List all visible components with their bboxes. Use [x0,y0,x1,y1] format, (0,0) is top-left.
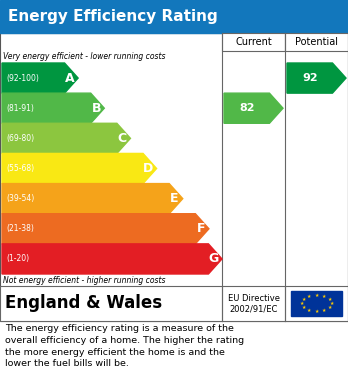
Bar [0,0,348,33]
Text: Current: Current [235,37,272,47]
Text: G: G [209,253,219,265]
Polygon shape [287,63,346,93]
Polygon shape [2,214,209,244]
Polygon shape [2,93,104,123]
Text: Very energy efficient - lower running costs: Very energy efficient - lower running co… [3,52,166,61]
Text: The energy efficiency rating is a measure of the
overall efficiency of a home. T: The energy efficiency rating is a measur… [5,324,244,368]
Text: ★: ★ [327,305,332,310]
Polygon shape [2,183,183,214]
Polygon shape [224,93,283,123]
Polygon shape [2,123,130,153]
Text: ★: ★ [314,293,319,298]
Text: Not energy efficient - higher running costs: Not energy efficient - higher running co… [3,276,166,285]
Text: D: D [143,162,153,175]
Text: B: B [92,102,101,115]
Text: 2002/91/EC: 2002/91/EC [229,304,278,313]
Text: ★: ★ [327,297,332,302]
Polygon shape [2,63,78,93]
Text: (21-38): (21-38) [6,224,34,233]
Text: ★: ★ [299,301,303,306]
Text: F: F [197,222,205,235]
Bar [285,33,348,51]
Text: Energy Efficiency Rating: Energy Efficiency Rating [8,9,218,24]
Text: (1-20): (1-20) [6,255,29,264]
Text: ★: ★ [330,301,334,306]
Text: ★: ★ [314,309,319,314]
Text: ★: ★ [301,297,306,302]
Text: England & Wales: England & Wales [5,294,162,312]
Text: ★: ★ [301,305,306,310]
Bar [291,291,342,316]
Text: (69-80): (69-80) [6,134,34,143]
Text: EU Directive: EU Directive [228,294,279,303]
Text: (92-100): (92-100) [6,74,39,83]
Text: 92: 92 [302,73,317,83]
Text: (39-54): (39-54) [6,194,34,203]
Text: C: C [118,132,127,145]
Text: ★: ★ [322,294,326,299]
Text: A: A [65,72,75,84]
Bar [0,286,348,321]
Bar [222,33,285,51]
Polygon shape [2,244,222,274]
Text: ★: ★ [322,308,326,313]
Text: ★: ★ [307,294,311,299]
Text: (55-68): (55-68) [6,164,34,173]
Text: ★: ★ [307,308,311,313]
Polygon shape [2,153,157,183]
Text: E: E [171,192,179,205]
Text: Potential: Potential [295,37,338,47]
Bar [0,33,348,321]
Text: 82: 82 [239,103,254,113]
Text: (81-91): (81-91) [6,104,34,113]
